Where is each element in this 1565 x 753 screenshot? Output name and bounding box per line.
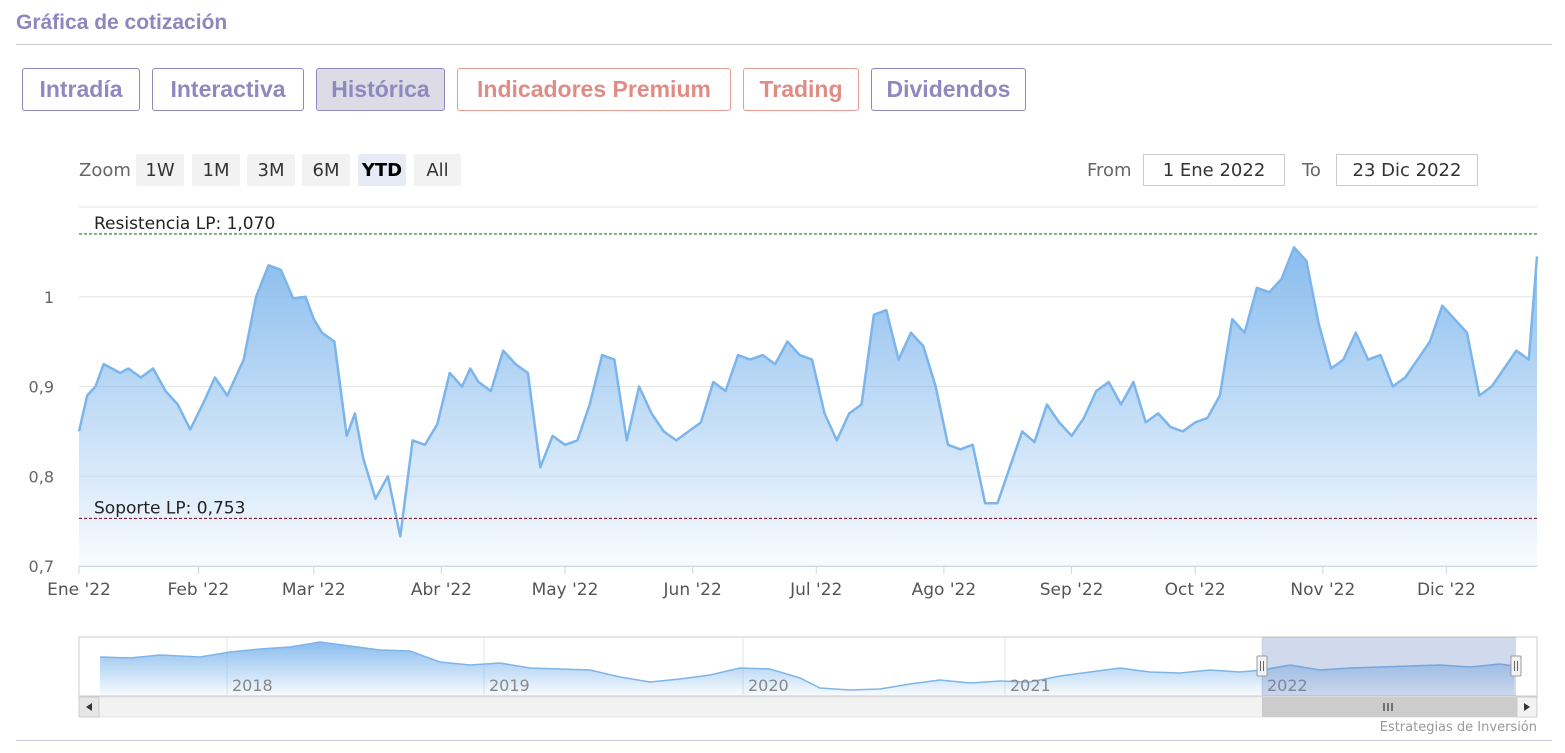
navigator-year-label: 2018 [232,676,273,695]
x-tick-label: Ago '22 [912,580,977,600]
y-tick-label: 1 [44,288,54,307]
y-tick-label: 0,9 [29,378,54,397]
x-tick-label: Dic '22 [1417,580,1476,600]
x-tick-label: Jul '22 [789,580,842,600]
scrollbar-thumb[interactable] [1262,697,1517,717]
zoom-ytd-button[interactable]: YTD [358,154,406,186]
tab-trading[interactable]: Trading [743,68,859,111]
x-tick-label: May '22 [532,580,599,600]
zoom-1m-button[interactable]: 1M [192,154,240,186]
resistance-label: Resistencia LP: 1,070 [94,214,275,234]
chart-credit: Estrategias de Inversión [1379,720,1537,735]
tab-interactiva[interactable]: Interactiva [152,68,304,111]
from-date-input[interactable]: 1 Ene 2022 [1143,154,1285,186]
footer-divider [16,740,1552,741]
y-tick-label: 0,7 [29,557,54,576]
x-tick-label: Abr '22 [411,580,472,600]
navigator-year-label: 2021 [1010,676,1051,695]
navigator-line [99,641,1515,691]
x-tick-label: Oct '22 [1165,580,1226,600]
navigator-area [100,642,1514,696]
x-tick-label: Feb '22 [168,580,230,600]
zoom-1w-button[interactable]: 1W [136,154,184,186]
navigator-left-handle[interactable] [1256,655,1268,677]
navigator-year-label: 2020 [748,676,789,695]
chevron-left-icon [86,703,92,711]
x-tick-label: Sep '22 [1040,580,1104,600]
scroll-right-button[interactable] [1516,696,1538,718]
scroll-left-button[interactable] [78,696,100,718]
price-line [77,246,1539,538]
zoom-label: Zoom [79,160,131,181]
tab-hist-rica[interactable]: Histórica [316,68,445,111]
zoom-3m-button[interactable]: 3M [247,154,295,186]
page-title: Gráfica de cotización [16,11,228,34]
x-tick-label: Ene '22 [47,580,111,600]
navigator-year-label: 2022 [1267,676,1308,695]
navigator-selected-range[interactable] [1262,637,1516,696]
zoom-6m-button[interactable]: 6M [302,154,350,186]
to-date-input[interactable]: 23 Dic 2022 [1336,154,1478,186]
tab-dividendos[interactable]: Dividendos [871,68,1026,111]
chevron-right-icon [1524,703,1530,711]
x-tick-label: Jun '22 [663,580,722,600]
x-tick-label: Mar '22 [282,580,346,600]
tab-intrad-a[interactable]: Intradía [22,68,140,111]
title-divider [16,44,1552,45]
navigator-year-label: 2019 [489,676,530,695]
from-label: From [1087,160,1132,181]
tab-indicadores-premium[interactable]: Indicadores Premium [457,68,731,111]
scrollbar-grip-icon [1383,703,1393,711]
support-label: Soporte LP: 0,753 [94,498,245,518]
to-label: To [1302,160,1321,181]
zoom-all-button[interactable]: All [414,154,461,186]
x-tick-label: Nov '22 [1290,580,1355,600]
y-tick-label: 0,8 [29,467,54,486]
navigator-right-handle[interactable] [1510,655,1522,677]
price-area [79,247,1537,566]
